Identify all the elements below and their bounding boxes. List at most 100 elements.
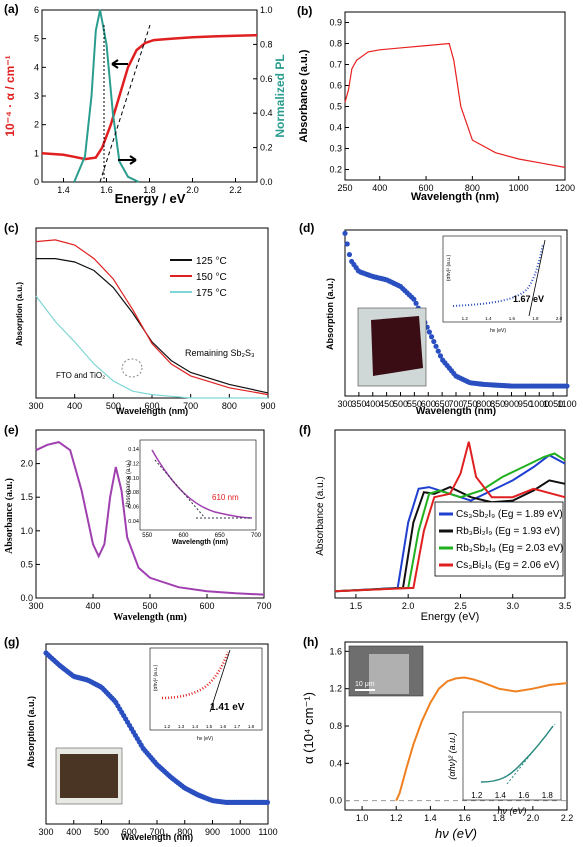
data-point: [413, 300, 419, 306]
x-tick-label: 1100: [258, 827, 277, 837]
left-arrow-a: [111, 59, 128, 69]
plot-frame-b: [344, 11, 566, 181]
y-tick-label: 0.8: [329, 721, 342, 731]
x-label-a: Energy / eV: [115, 191, 186, 206]
cs3bi2i9-curve-f: [334, 441, 566, 593]
x-tick-label: 400: [365, 399, 380, 409]
x-tick-label: 900: [504, 399, 519, 409]
x-tick-label: 350: [351, 399, 366, 409]
inset-xlabel-g: hν (eV): [197, 736, 213, 742]
y-tick-label: 1.5: [20, 492, 33, 502]
x-tick-label: 300: [38, 827, 53, 837]
x-tick-label: 2.2: [561, 813, 574, 823]
y-tick-label: 1.0: [260, 5, 273, 15]
x-tick-label: 700: [149, 827, 164, 837]
inset-tick-label: 1.8: [532, 316, 539, 321]
y-label-b: Absorbance (a.u.): [298, 49, 310, 142]
x-tick-label: 450: [379, 399, 394, 409]
scale-bar-label-h: 10 μm: [355, 681, 375, 688]
series-150-c: [35, 239, 269, 396]
x-tick-label: 700: [256, 601, 271, 611]
x-tick-label: 950: [518, 399, 533, 409]
inset-ticks-e: 550 600 650 700 0.04 0.06 0.08 0.10 0.12 0.14: [128, 447, 261, 539]
axis-ticks-h: 1.0 1.2 1.4 1.6 1.8 2.0 2.2 0.0 0.4 0.8 1.2 1.6: [329, 646, 573, 823]
x-tick-label: 600: [122, 827, 137, 837]
y-tick-label: 0.5: [20, 559, 33, 569]
y-tick-label: 0.3: [329, 144, 342, 154]
chart-b: (b) 250 400 600 800 1000 1200 0.2 0.3 0.4 0.5 0.6 0…: [297, 4, 575, 203]
y-tick-label: 0: [34, 177, 39, 187]
x-tick-label: 1000: [509, 183, 529, 193]
inset-fit-g: [209, 649, 231, 713]
inset-tick-label: 1.7: [234, 724, 241, 729]
x-tick-label: 1000: [529, 399, 549, 409]
inset-ticks-d: 1.2 1.4 1.6 1.8 2.0: [462, 316, 563, 321]
data-points-g: [43, 650, 271, 805]
y-tick-label: 1.2: [329, 684, 342, 694]
chart-c: (c) 300 400 500 600 700 800 900 125 °C 150 °C …: [4, 221, 276, 416]
right-axis-ticks-a: 0.0 0.2 0.4 0.6 0.8 1.0: [253, 5, 273, 187]
y-tick-label: 0.0: [20, 593, 33, 603]
data-point: [437, 353, 444, 359]
inset-tick-label: 1.8: [542, 791, 554, 800]
y-left-label-a: 10⁻⁴ · α / cm⁻¹: [3, 55, 17, 136]
data-point: [264, 799, 271, 805]
legend-item-f: Rb₃Bi₂I₉ (Eg = 1.93 eV): [456, 526, 560, 537]
inset-curve-g: [161, 651, 230, 700]
inset-tick-label: 1.4: [192, 724, 199, 729]
rb3sb2i9-curve-f: [334, 452, 566, 593]
inset-tick-label: 1.4: [495, 791, 507, 800]
axis-ticks-f: 1.5 2.0 2.5 3.0 3.5: [350, 594, 571, 611]
y-tick-label: 6: [34, 5, 39, 15]
absorbance-curve-e: [35, 441, 265, 596]
x-tick-label: 2.0: [527, 813, 540, 823]
absorption-curve-a: [41, 33, 258, 161]
y-tick-label: 0.7: [329, 60, 342, 70]
data-point: [431, 338, 437, 345]
highlight-ellipse-c: [121, 358, 143, 378]
x-tick-label: 400: [67, 401, 82, 411]
y-tick-label: 0.5: [329, 102, 342, 112]
data-point: [411, 296, 417, 302]
x-tick-label: 800: [465, 183, 480, 193]
legend-c: 125 °C 150 °C 175 °C: [170, 256, 227, 299]
x-label-f: Energy (eV): [421, 611, 480, 623]
panel-label-a: (a): [4, 2, 19, 16]
data-point: [346, 251, 353, 258]
y-tick-label: 1.0: [20, 526, 33, 536]
inset-tick-label: 0.04: [128, 519, 139, 525]
chart-a: (a) 0 1 2 3 4 5 6 0.0 0.2 0.4 0.6 0.8 1.0 1.4 1.6 1.8…: [3, 2, 287, 206]
chart-e: (e) 300 400 500 600 700 0.0 0.5 1.0 1.5 2.0 610 n…: [4, 423, 272, 623]
inset-tick-label: 1.4: [485, 316, 492, 321]
x-tick-label: 900: [205, 827, 220, 837]
panel-label-e: (e): [4, 423, 19, 437]
chart-h: (h) 1.0 1.2 1.4 1.6 1.8 2.0 2.2 0.0 0.4 0.8 1.2 1.6…: [301, 635, 573, 841]
y-tick-label: 2: [34, 120, 39, 130]
y-tick-label: 0.2: [260, 143, 273, 153]
x-tick-label: 700: [448, 399, 463, 409]
inset-tick-label: 1.6: [220, 724, 227, 729]
panel-label-b: (b): [297, 4, 312, 18]
chart-d: (d) 300350400450500550600650700750800850…: [299, 221, 577, 417]
x-tick-label: 300: [337, 399, 352, 409]
x-tick-label: 1050: [543, 399, 563, 409]
x-tick-label: 1.0: [356, 813, 369, 823]
x-tick-label: 2.2: [229, 185, 242, 195]
panel-label-f: (f): [299, 423, 311, 437]
y-tick-label: 0.6: [260, 74, 273, 84]
inset-tick-label: 1.6: [518, 791, 530, 800]
y-tick-label: 0.9: [329, 18, 342, 28]
x-tick-label: 800: [222, 401, 237, 411]
x-tick-label: 1.5: [350, 601, 363, 611]
y-tick-label: 1.6: [329, 646, 342, 656]
x-tick-label: 900: [260, 401, 275, 411]
inset-tick-label: 600: [178, 533, 189, 539]
axis-ticks-e: 300 400 500 600 700 0.0 0.5 1.0 1.5 2.0: [20, 459, 271, 611]
y-label-f: Absorbance (a.u.): [315, 476, 326, 556]
x-tick-label: 500: [142, 601, 157, 611]
series-175-c: [35, 295, 268, 399]
x-label-h: hν (eV): [435, 826, 477, 841]
y-tick-label: 0.0: [329, 796, 342, 806]
y-label-c: Absorption (a.u.): [15, 282, 24, 346]
x-tick-label: 250: [337, 183, 352, 193]
